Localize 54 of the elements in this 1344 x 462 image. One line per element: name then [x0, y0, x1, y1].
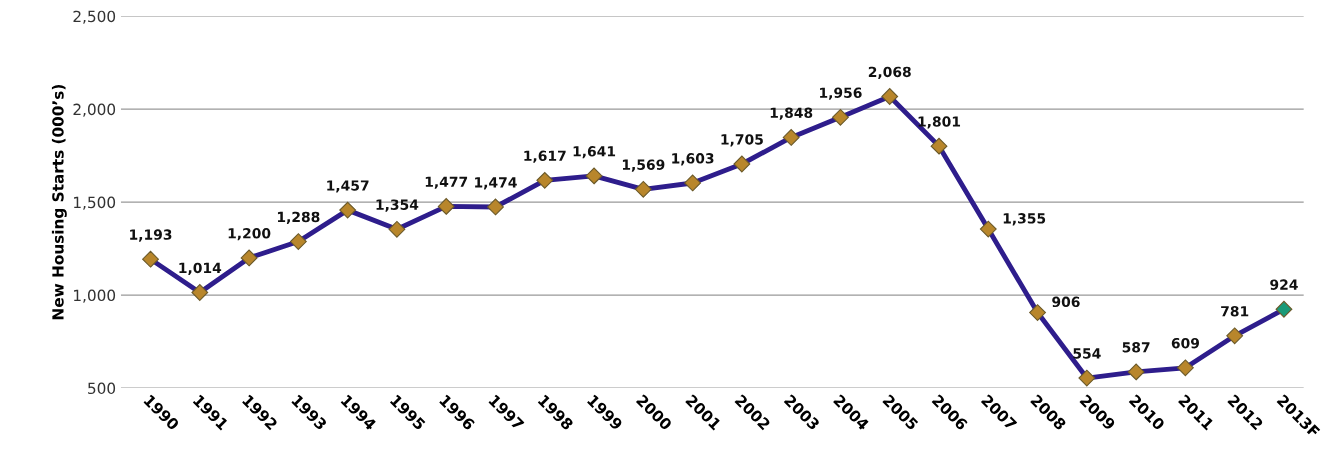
data-label: 1,603: [672, 153, 714, 166]
point: [339, 201, 357, 219]
point: [1078, 369, 1096, 387]
point: [1226, 327, 1244, 345]
data-label: 1,617: [524, 150, 566, 163]
data-label: 1,200: [228, 228, 271, 241]
y-tick-label: 1,000: [74, 289, 116, 303]
y-tick-label: 2,000: [73, 103, 116, 117]
data-label: 1,641: [573, 146, 616, 159]
y-axis-title: New Housing Starts (000’s): [51, 85, 67, 320]
data-label: 924: [1270, 279, 1298, 290]
data-label: 1,193: [130, 229, 172, 242]
data-label: 1,457: [327, 180, 369, 193]
point: [881, 88, 899, 105]
y-tick-label: 500: [88, 382, 116, 395]
y-tick-label: 2,500: [73, 10, 116, 24]
data-label: 1,014: [179, 262, 222, 275]
data-label: 1,288: [277, 211, 320, 224]
point: [142, 250, 159, 268]
point: [782, 129, 800, 146]
data-label: 1,354: [376, 199, 419, 212]
point: [487, 198, 504, 216]
data-label: 1,477: [425, 176, 468, 189]
point: [585, 167, 603, 185]
point: [388, 220, 406, 238]
data-label: 1,355: [1003, 213, 1046, 226]
point: [437, 197, 455, 215]
point: [240, 249, 258, 267]
point: [1127, 363, 1145, 381]
point: [536, 171, 554, 189]
data-label: 587: [1122, 342, 1150, 353]
data-label: 1,569: [622, 159, 665, 172]
point: [930, 137, 948, 155]
data-label: 609: [1171, 337, 1200, 349]
data-label: 906: [1052, 296, 1080, 308]
point: [733, 155, 751, 173]
point: [1029, 304, 1046, 321]
data-label: 2,068: [868, 66, 911, 79]
data-label: 1,848: [770, 107, 813, 120]
point: [289, 233, 307, 250]
point: [1275, 300, 1293, 318]
data-label: 1,801: [918, 116, 961, 129]
y-tick-label: 1,500: [74, 196, 116, 210]
data-label: 554: [1073, 348, 1101, 359]
point: [191, 284, 209, 301]
data-label: 1,474: [475, 177, 517, 190]
point: [634, 180, 652, 198]
point: [979, 220, 997, 238]
point: [832, 108, 849, 126]
data-label: 1,956: [820, 87, 862, 100]
data-label: 781: [1221, 305, 1249, 317]
point: [1176, 359, 1194, 377]
point: [684, 174, 702, 192]
data-label: 1,705: [721, 134, 763, 147]
